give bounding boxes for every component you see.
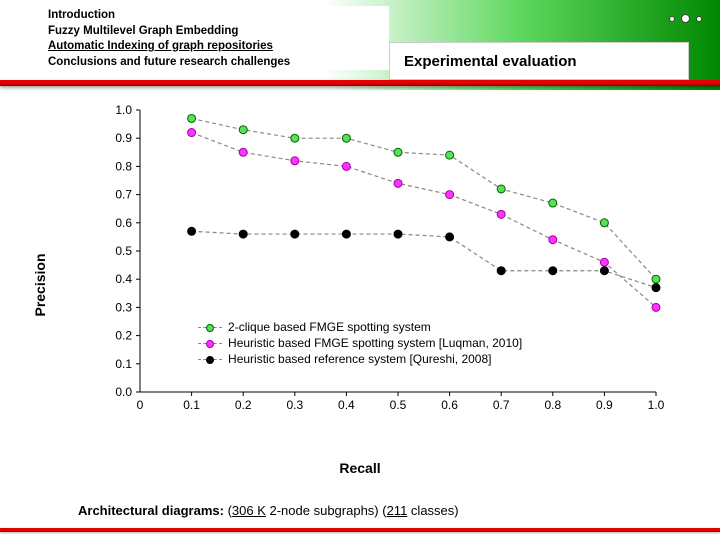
plot-area: 0.0 0.1 0.2 0.3 0.4 0.5 0.6 0.7 0.8 0.9 1.0 0.1 0.2 0… <box>108 104 666 418</box>
svg-text:0.5: 0.5 <box>390 398 407 412</box>
caption-underline: 211 <box>387 503 408 518</box>
caption-text: 2-node subgraphs) ( <box>266 503 387 518</box>
divider-bar <box>0 80 720 86</box>
svg-text:0.1: 0.1 <box>115 357 132 371</box>
svg-text:0.9: 0.9 <box>115 131 132 145</box>
chart-caption: Architectural diagrams: (306 K 2-node su… <box>78 503 459 518</box>
caption-underline: 306 K <box>232 503 266 518</box>
svg-text:0.7: 0.7 <box>115 188 132 202</box>
svg-text:1.0: 1.0 <box>115 104 132 117</box>
svg-text:0.1: 0.1 <box>183 398 200 412</box>
nav-item: Introduction <box>48 8 385 24</box>
precision-recall-chart: Precision 0.00.10.20.30.40.50.60.70.80.9… <box>40 100 680 470</box>
x-axis-label: Recall <box>339 460 380 476</box>
svg-text:1.0: 1.0 <box>648 398 665 412</box>
svg-text:0.6: 0.6 <box>441 398 458 412</box>
dot-icon <box>696 16 702 22</box>
svg-text:0.8: 0.8 <box>115 159 132 173</box>
svg-text:0.6: 0.6 <box>115 216 132 230</box>
nav-item: Fuzzy Multilevel Graph Embedding <box>48 24 385 40</box>
chart-legend: 2-clique based FMGE spotting systemHeuri… <box>198 319 522 367</box>
svg-text:0.2: 0.2 <box>235 398 252 412</box>
nav-item: Conclusions and future research challeng… <box>48 55 385 71</box>
legend-item: 2-clique based FMGE spotting system <box>198 319 522 335</box>
section-title-text: Experimental evaluation <box>404 53 577 70</box>
chart-svg: 0.0 0.1 0.2 0.3 0.4 0.5 0.6 0.7 0.8 0.9 1.0 0.1 0.2 0… <box>108 104 666 418</box>
legend-item: Heuristic based FMGE spotting system [Lu… <box>198 335 522 351</box>
svg-text:0.5: 0.5 <box>115 244 132 258</box>
progress-dots <box>669 14 702 23</box>
legend-label: 2-clique based FMGE spotting system <box>228 319 431 335</box>
svg-text:0.3: 0.3 <box>115 300 132 314</box>
svg-text:0: 0 <box>137 398 144 412</box>
y-axis-label: Precision <box>32 253 48 316</box>
legend-label: Heuristic based reference system [Quresh… <box>228 351 491 367</box>
svg-text:0.7: 0.7 <box>493 398 510 412</box>
slide-header: Introduction Fuzzy Multilevel Graph Embe… <box>0 0 720 90</box>
footer-bar <box>0 528 720 532</box>
caption-text: classes) <box>407 503 458 518</box>
svg-text:0.9: 0.9 <box>596 398 613 412</box>
nav-outline: Introduction Fuzzy Multilevel Graph Embe… <box>44 6 389 70</box>
caption-bold: Architectural diagrams: <box>78 503 224 518</box>
svg-text:0.4: 0.4 <box>115 272 132 286</box>
dot-icon <box>681 14 690 23</box>
nav-item-active: Automatic Indexing of graph repositories <box>48 39 385 55</box>
legend-item: Heuristic based reference system [Quresh… <box>198 351 522 367</box>
legend-label: Heuristic based FMGE spotting system [Lu… <box>228 335 522 351</box>
svg-text:0.3: 0.3 <box>286 398 303 412</box>
svg-text:0.8: 0.8 <box>544 398 561 412</box>
svg-text:0.4: 0.4 <box>338 398 355 412</box>
svg-text:0.2: 0.2 <box>115 329 132 343</box>
svg-text:0.0: 0.0 <box>115 385 132 399</box>
section-title: Experimental evaluation <box>389 42 689 80</box>
dot-icon <box>669 16 675 22</box>
